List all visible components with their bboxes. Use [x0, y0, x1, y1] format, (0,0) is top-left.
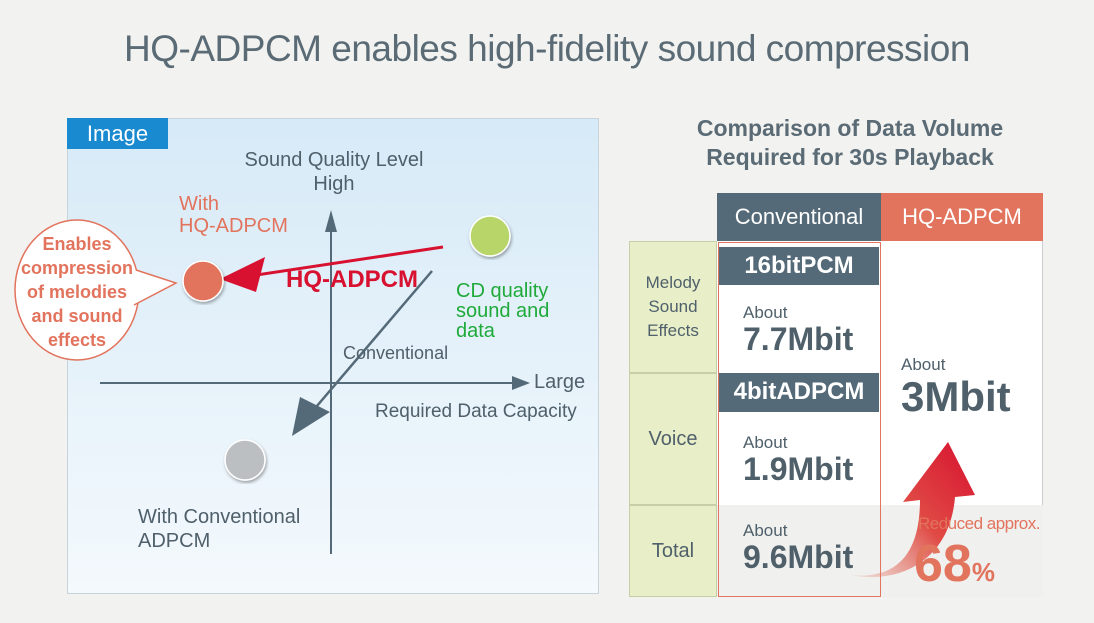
cd-label-3: data [456, 320, 495, 342]
reduction-arrow-icon [850, 442, 975, 578]
callout-text: Enables compression of melodies and soun… [10, 232, 144, 352]
hq-adpcm-arrow [249, 245, 444, 278]
about-label: About [901, 355, 946, 374]
reduction-number: 68 [914, 535, 972, 593]
reduction-unit: % [971, 557, 995, 587]
row-label-line: Effects [647, 321, 699, 340]
row-label-voice: Voice [629, 373, 717, 505]
column-header-hq-adpcm: HQ-ADPCM [881, 193, 1043, 241]
callout-line: of melodies [26, 282, 128, 302]
y-axis-arrowhead [325, 210, 337, 232]
value: 9.6Mbit [743, 539, 854, 575]
row-label-melody: Melody Sound Effects [629, 241, 717, 373]
callout-line: Enables [42, 234, 112, 254]
hq-arrow-label: HQ-ADPCM [286, 266, 418, 293]
y-axis-label: Sound Quality Level High [234, 148, 434, 196]
callout-line: effects [47, 330, 107, 350]
page-title: HQ-ADPCM enables high-fidelity sound com… [124, 28, 970, 69]
value: 3Mbit [901, 373, 1011, 420]
conv-label-2: ADPCM [138, 530, 211, 552]
cd-point-label: CD quality sound and data [456, 281, 549, 341]
comparison-title-2: Required for 30s Playback [706, 144, 994, 170]
about-label: About [743, 433, 788, 452]
voice-value: About 1.9Mbit [743, 433, 853, 485]
value: 7.7Mbit [743, 321, 854, 357]
hq-point-label: With HQ-ADPCM [179, 193, 288, 237]
reduction-value: 68% [914, 534, 995, 594]
row-label-total: Total [629, 505, 717, 597]
hq-label-1: With [179, 193, 219, 215]
y-axis-high: High [313, 173, 355, 195]
row-label-line: Melody [645, 273, 701, 292]
conv-label-1: With Conventional [138, 506, 301, 528]
conventional-point [224, 439, 266, 481]
image-tag: Image [67, 118, 168, 149]
hq-body [881, 241, 1043, 505]
melody-value: About 7.7Mbit [743, 303, 853, 355]
x-axis-label: Required Data Capacity [375, 401, 577, 422]
row-label-line: Sound [648, 297, 698, 316]
format-4bitadpcm: 4bitADPCM [719, 373, 879, 412]
x-axis-large: Large [534, 371, 586, 393]
column-header-conventional: Conventional [717, 193, 881, 241]
conventional-point-label: With Conventional ADPCM [138, 505, 300, 553]
callout-line: compression [20, 258, 134, 278]
diagram-graphics [14, 210, 530, 554]
x-axis-arrowhead [512, 376, 530, 390]
diagram-panel [67, 118, 599, 594]
conventional-highlight [718, 242, 881, 597]
hq-label-2: HQ-ADPCM [179, 215, 288, 237]
about-label: About [743, 303, 788, 322]
about-label: About [743, 521, 788, 540]
cd-quality-point [469, 215, 511, 257]
cd-label-1: CD quality [456, 280, 549, 302]
callout-bubble [14, 219, 178, 361]
reduction-label: Reduced approx. [918, 514, 1040, 533]
callout-line: and sound [31, 306, 123, 326]
hq-value: About 3Mbit [901, 355, 1011, 419]
y-axis-title: Sound Quality Level [244, 149, 424, 171]
comparison-title: Comparison of Data Volume Required for 3… [640, 114, 1060, 172]
comparison-title-1: Comparison of Data Volume [696, 115, 1004, 141]
conventional-arrow [304, 270, 433, 421]
format-16bitpcm: 16bitPCM [719, 247, 879, 285]
hq-adpcm-point [182, 260, 224, 302]
value: 1.9Mbit [743, 451, 854, 487]
total-value: About 9.6Mbit [743, 521, 853, 573]
conventional-arrow-label: Conventional [343, 343, 449, 363]
cd-label-2: sound and [456, 300, 550, 322]
